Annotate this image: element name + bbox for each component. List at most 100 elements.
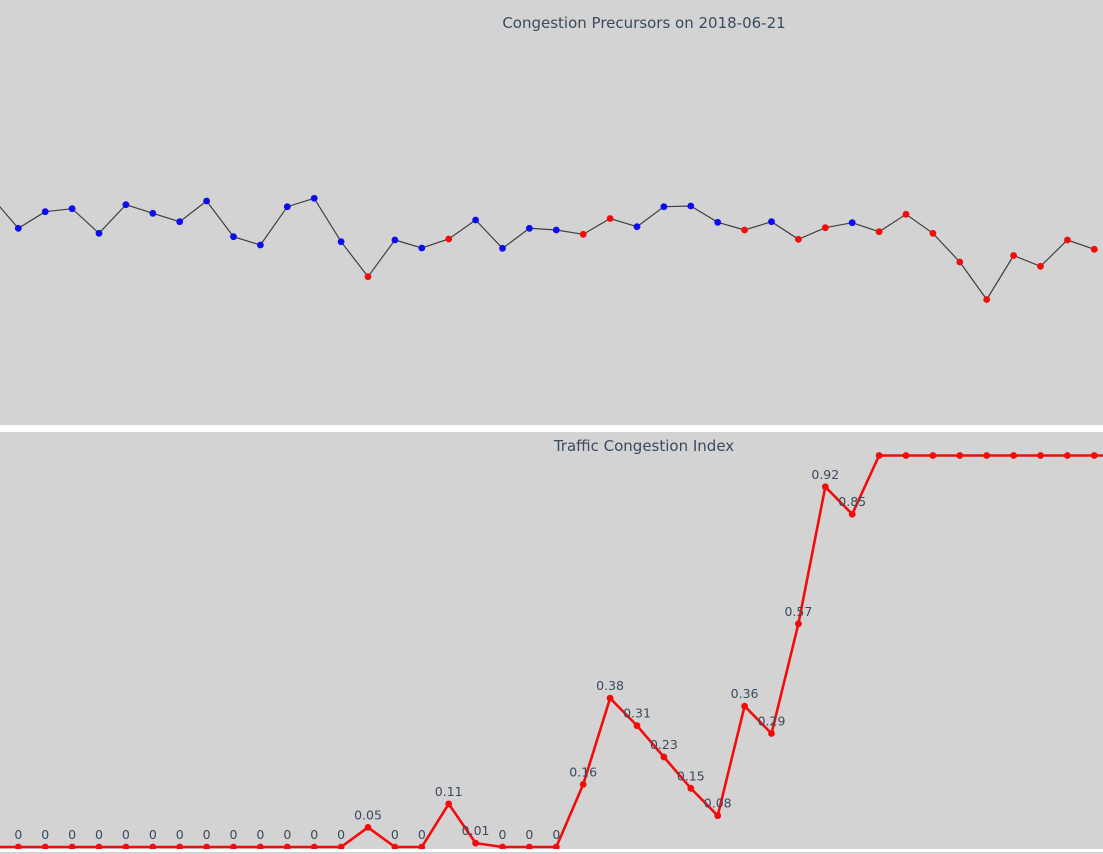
- precursor-point: [149, 209, 157, 217]
- tci-point: [337, 843, 345, 849]
- precursor-point: [875, 228, 883, 236]
- tci-point: [1090, 452, 1098, 459]
- precursor-point: [606, 215, 614, 222]
- tci-point: [68, 843, 76, 849]
- tci-point-label: 0: [256, 827, 264, 842]
- tci-point: [203, 843, 210, 849]
- precursor-point: [741, 226, 748, 234]
- precursor-point: [283, 203, 291, 211]
- tci-point: [230, 843, 237, 849]
- precursor-point: [526, 224, 533, 232]
- congestion-index-chart: Traffic Congestion Index 0 0 0 0 0 0 0 0 0 0 0 0 0 0.…: [0, 432, 1103, 849]
- precursor-point: [230, 233, 237, 241]
- tci-point: [472, 839, 479, 847]
- tci-point-label: 0.92: [811, 467, 839, 482]
- congestion-index-chart-title: Traffic Congestion Index: [553, 437, 735, 455]
- precursor-point: [364, 273, 372, 281]
- precursor-point: [203, 197, 211, 205]
- precursors-chart: Congestion Precursors on 2018-06-21: [0, 0, 1103, 425]
- tci-point-label: 0.16: [569, 764, 597, 779]
- tci-point-label: 0: [122, 827, 130, 842]
- precursor-point: [41, 208, 49, 216]
- precursor-line: [0, 197, 1095, 301]
- tci-point-label: 0: [310, 827, 318, 842]
- tci-point-label: 0: [418, 827, 426, 842]
- precursor-point: [310, 194, 318, 202]
- precursor-point: [418, 244, 426, 252]
- next-subplot-sliver: [0, 851, 1103, 854]
- tci-point-label: 0: [525, 827, 533, 842]
- precursor-point: [68, 205, 76, 213]
- tci-point: [95, 843, 103, 849]
- tci-point: [848, 510, 856, 518]
- precursor-point: [337, 238, 345, 246]
- tci-point: [1037, 452, 1044, 459]
- precursor-point: [499, 244, 506, 252]
- precursor-point: [660, 203, 668, 211]
- tci-point-label: 0: [149, 827, 157, 842]
- congestion-index-line-plot: 0 0 0 0 0 0 0 0 0 0 0 0 0 0.05 0 0 0.11 0.01 0 0 0 0.16 0.38 0.…: [0, 452, 1103, 849]
- tci-point-label: 0.08: [704, 796, 732, 811]
- tci-point-label: 0: [41, 827, 49, 842]
- precursor-point: [14, 224, 22, 232]
- precursor-point: [687, 202, 695, 210]
- tci-point: [660, 753, 668, 761]
- tci-point-label: 0: [391, 827, 399, 842]
- tci-point-label: 0: [283, 827, 291, 842]
- precursor-point: [929, 229, 937, 237]
- precursor-point: [95, 229, 103, 237]
- tci-point: [606, 694, 614, 702]
- tci-point: [687, 784, 695, 792]
- tci-point: [929, 452, 937, 459]
- tci-point: [633, 722, 641, 729]
- precursor-point: [902, 210, 910, 218]
- tci-point-label: 0.38: [596, 678, 624, 693]
- tci-point-label: 0: [337, 827, 345, 842]
- tci-point: [257, 843, 264, 849]
- tci-point: [1010, 452, 1017, 459]
- precursor-point: [795, 235, 802, 243]
- tci-point: [875, 452, 883, 459]
- tci-point: [579, 781, 587, 788]
- precursor-point: [768, 218, 775, 226]
- precursor-point: [391, 236, 399, 244]
- precursor-point: [633, 223, 641, 231]
- tci-point-label: 0: [230, 827, 238, 842]
- tci-point: [41, 843, 49, 849]
- tci-point-label: 0.31: [623, 706, 651, 721]
- tci-point: [364, 824, 372, 831]
- tci-point: [983, 452, 991, 459]
- precursor-point: [176, 218, 184, 226]
- tci-point-label: 0.15: [677, 768, 705, 783]
- tci-point-label: 0.29: [758, 714, 786, 729]
- tci-point-label: 0: [203, 827, 211, 842]
- precursor-point: [1010, 252, 1017, 259]
- tci-point: [418, 843, 426, 849]
- tci-point-label: 0: [95, 827, 103, 842]
- tci-point: [176, 843, 184, 849]
- precursor-point: [1064, 236, 1071, 244]
- tci-point-label: 0: [552, 827, 560, 842]
- tci-point-label: 0.05: [354, 807, 382, 822]
- precursor-point: [848, 219, 856, 227]
- tci-point: [741, 702, 748, 710]
- tci-point-label: 0.57: [784, 604, 812, 619]
- tci-point-label: 0: [14, 827, 22, 842]
- tci-point-label: 0: [499, 827, 507, 842]
- tci-point: [14, 843, 22, 849]
- precursor-point: [445, 235, 453, 243]
- tci-point-label: 0.01: [462, 823, 490, 838]
- precursors-chart-title: Congestion Precursors on 2018-06-21: [502, 14, 786, 32]
- tci-point-label: 0.85: [838, 494, 866, 509]
- tci-point: [310, 843, 318, 849]
- tci-point: [149, 843, 157, 849]
- tci-point: [1064, 452, 1071, 459]
- tci-point: [445, 800, 453, 808]
- precursor-point: [1037, 262, 1044, 270]
- tci-point-label: 0: [176, 827, 184, 842]
- tci-point: [795, 620, 802, 628]
- tci-point: [768, 730, 775, 737]
- tci-point-label: 0.11: [435, 784, 463, 799]
- tci-line: [0, 454, 1103, 849]
- precursors-line-plot: [0, 194, 1098, 303]
